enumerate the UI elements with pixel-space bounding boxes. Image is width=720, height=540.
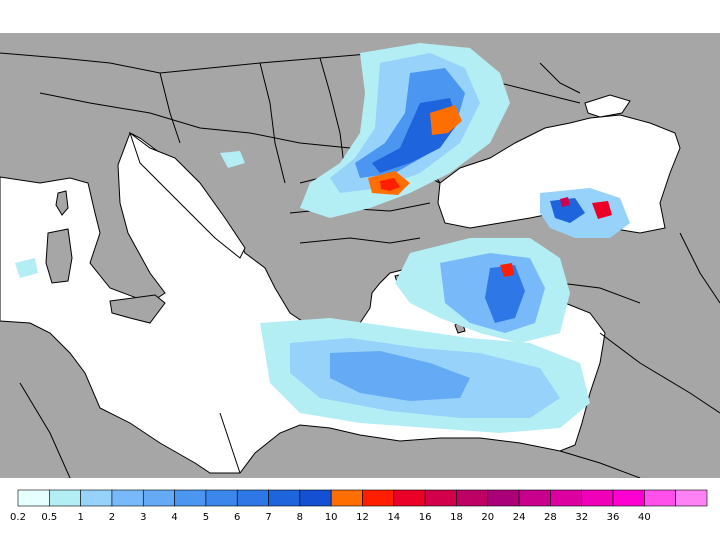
legend-swatch xyxy=(268,489,301,507)
legend-swatch xyxy=(675,489,708,507)
precip-romania-band-4 xyxy=(355,68,465,178)
legend-label: 12 xyxy=(356,512,369,523)
sardinia xyxy=(45,228,73,284)
legend-label: 4 xyxy=(171,512,177,523)
legend-swatch xyxy=(17,489,50,507)
precip-aegean-6 xyxy=(485,265,525,323)
legend-label: 20 xyxy=(481,512,494,523)
legend-label: 1 xyxy=(77,512,83,523)
legend-swatch xyxy=(456,489,489,507)
precip-aegean-peak xyxy=(500,263,514,277)
legend-swatch xyxy=(550,489,583,507)
legend-swatch xyxy=(205,489,238,507)
precip-peak-south-core xyxy=(380,178,400,191)
sicily xyxy=(109,294,166,324)
legend-label: 0.2 xyxy=(10,512,26,523)
legend-swatch xyxy=(424,489,457,507)
legend-label: 8 xyxy=(297,512,303,523)
legend-label: 0.5 xyxy=(41,512,57,523)
sea-of-azov xyxy=(584,94,631,118)
legend-label: 36 xyxy=(607,512,620,523)
legend-label: 3 xyxy=(140,512,146,523)
legend-label: 16 xyxy=(419,512,432,523)
legend-boxes xyxy=(17,489,708,507)
corsica xyxy=(55,190,69,216)
legend-label: 32 xyxy=(575,512,588,523)
precip-east-med-4 xyxy=(330,351,470,401)
legend-swatch xyxy=(49,489,81,507)
legend-swatch xyxy=(236,489,269,507)
legend-label: 14 xyxy=(387,512,400,523)
legend-label: 6 xyxy=(234,512,240,523)
legend-label: 2 xyxy=(109,512,115,523)
legend-swatch xyxy=(581,489,614,507)
legend-swatch xyxy=(80,489,113,507)
legend-swatch xyxy=(330,489,363,507)
legend-label: 7 xyxy=(265,512,271,523)
legend-swatch xyxy=(362,489,395,507)
color-legend: 0.2 0.5 1 2 3 4 5 6 7 8 10 12 14 16 18 20 24 28 32 36 40 xyxy=(10,489,708,523)
precip-blacksea-small-peak xyxy=(560,197,570,207)
precip-peak-north xyxy=(430,105,462,135)
legend-label: 10 xyxy=(325,512,338,523)
precipitation-areas xyxy=(15,43,630,433)
precip-blacksea-south-7 xyxy=(550,198,585,223)
precip-bosnia xyxy=(220,151,245,168)
legend-label: 40 xyxy=(638,512,651,523)
legend-swatch xyxy=(518,489,551,507)
precipitation-map xyxy=(0,33,720,478)
legend-label: 28 xyxy=(544,512,557,523)
adriatic-sea xyxy=(129,131,246,259)
precip-blacksea-south-peak xyxy=(592,201,612,219)
legend-label: 24 xyxy=(513,512,526,523)
legend-label: 18 xyxy=(450,512,463,523)
legend-label: 5 xyxy=(203,512,209,523)
legend-swatch xyxy=(174,489,207,507)
precip-west-coast xyxy=(15,258,38,278)
legend-swatch xyxy=(111,489,144,507)
legend-swatch xyxy=(487,489,520,507)
legend-swatch xyxy=(393,489,426,507)
legend-swatch xyxy=(644,489,676,507)
legend-swatch xyxy=(299,489,332,507)
legend-swatch xyxy=(142,489,175,507)
legend-labels: 0.2 0.5 1 2 3 4 5 6 7 8 10 12 14 16 18 20 24 28 32 36 40 xyxy=(10,512,651,523)
legend-swatch xyxy=(612,489,645,507)
